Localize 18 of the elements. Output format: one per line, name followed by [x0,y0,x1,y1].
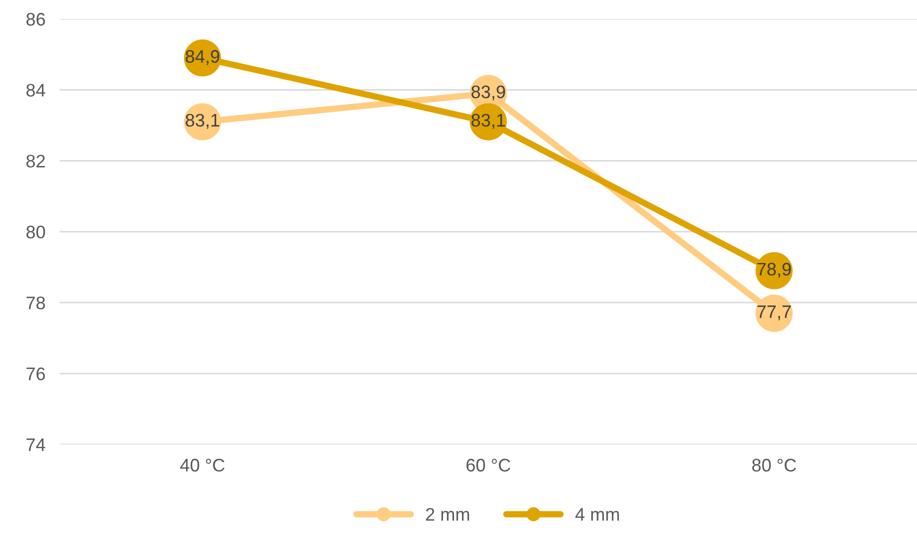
y-tick-label: 74 [26,438,46,451]
data-label: 83,1 [186,114,220,129]
legend-label: 2 mm [426,508,470,521]
y-tick-label: 76 [26,367,45,380]
x-tick-label: 40 °C [180,458,224,472]
data-label: 77,7 [757,306,791,320]
data-label: 78,9 [757,262,791,278]
data-label: 83,9 [472,85,506,100]
y-tick-label: 82 [26,154,45,168]
y-tick-label: 84 [26,84,46,97]
x-tick-label: 80 °C [752,458,796,472]
y-tick-label: 78 [26,296,45,310]
legend-label: 4 mm [575,508,619,521]
x-tick-label: 60 °C [466,458,510,472]
data-label: 83,1 [472,114,505,129]
y-tick-label: 86 [26,12,45,26]
data-label: 84,9 [186,50,220,65]
y-tick-label: 80 [26,226,46,238]
